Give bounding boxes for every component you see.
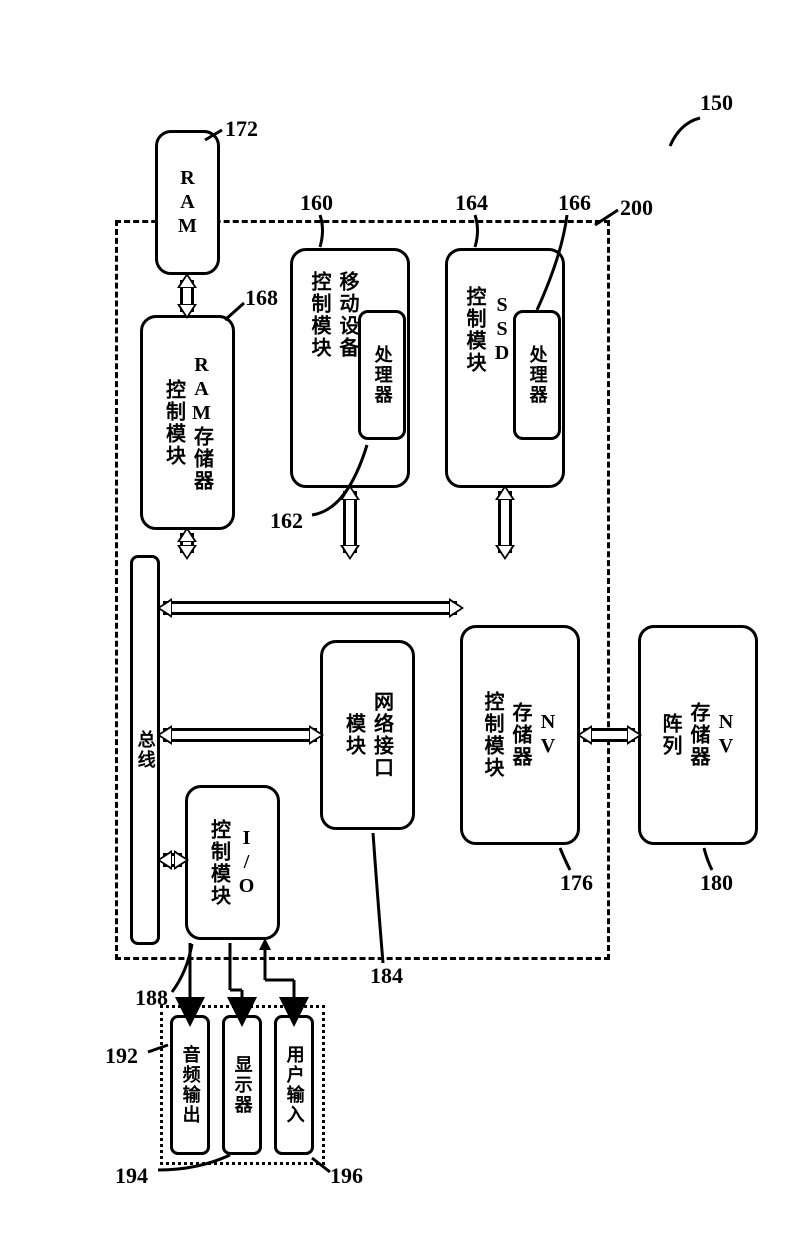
mobile-ctrl-label: 移动设备控制模块: [305, 271, 361, 359]
ssd-ctrl-label: SSD控制模块: [460, 286, 516, 374]
ref-nv-ctrl: 176: [560, 870, 593, 896]
ssd-proc-label: 处理器: [524, 345, 549, 405]
ref-ram: 172: [225, 116, 258, 142]
ssd-proc-block: 处理器: [513, 310, 561, 440]
ref-audio-out: 192: [105, 1043, 138, 1069]
net-label: 网络接口模块: [340, 691, 396, 779]
ref-ram-ctrl: 168: [245, 285, 278, 311]
ref-figure: 150: [700, 90, 733, 116]
ref-mobile-proc: 162: [270, 508, 303, 534]
bus-block: 总线: [130, 555, 160, 945]
ram-label: RAM: [174, 167, 202, 239]
ref-user-input: 196: [330, 1163, 363, 1189]
ref-display: 194: [115, 1163, 148, 1189]
ram-block: RAM: [155, 130, 220, 275]
ref-mobile-ctrl: 160: [300, 190, 333, 216]
nv-ctrl-label: NV存储器控制模块: [478, 691, 562, 779]
bus-label: 总线: [132, 730, 157, 770]
nv-array-label: NV存储器阵列: [656, 702, 740, 768]
io-ctrl-block: I/O控制模块: [185, 785, 280, 940]
ram-ctrl-label: RAM存储器控制模块: [160, 354, 216, 492]
diagram-canvas: 150 200 RAM 172 RAM存储器控制模块 168 移动设备控制模块 …: [0, 0, 800, 1237]
ref-nv-array: 180: [700, 870, 733, 896]
ram-ctrl-block: RAM存储器控制模块: [140, 315, 235, 530]
io-ctrl-label: I/O控制模块: [205, 819, 261, 907]
mobile-proc-label: 处理器: [369, 345, 394, 405]
peripheral-boundary: [160, 1005, 325, 1165]
ref-ssd-proc: 166: [558, 190, 591, 216]
ref-net: 184: [370, 963, 403, 989]
ref-soc: 200: [620, 195, 653, 221]
nv-ctrl-block: NV存储器控制模块: [460, 625, 580, 845]
net-block: 网络接口模块: [320, 640, 415, 830]
mobile-proc-block: 处理器: [358, 310, 406, 440]
nv-array-block: NV存储器阵列: [638, 625, 758, 845]
ref-ssd-ctrl: 164: [455, 190, 488, 216]
